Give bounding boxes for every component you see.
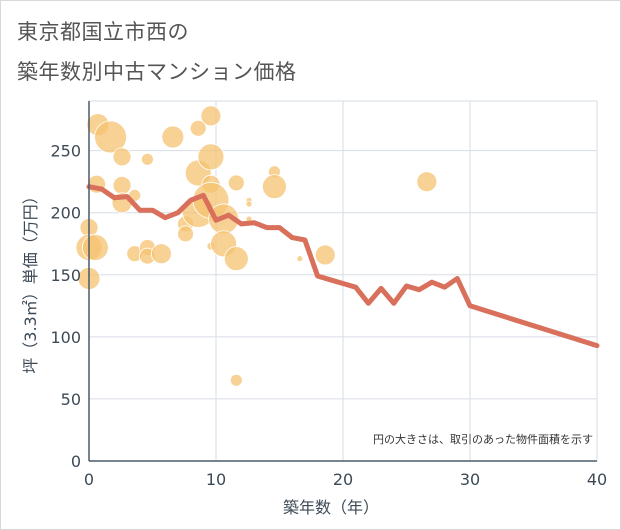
x-tick-label: 20 [333,470,353,489]
y-tick-label: 150 [50,266,81,285]
chart-title-line2: 築年数別中古マンション価格 [17,60,297,84]
y-tick-label: 200 [50,204,81,223]
bubble [112,147,132,167]
chart-title-line1: 東京都国立市西の [17,20,189,44]
average-price-line [86,184,600,349]
x-tick-label: 30 [460,470,480,489]
y-axis-title: 坪（3.3㎡）単価（万円） [21,188,40,373]
bubbles-layer [75,105,438,387]
y-tick-label: 50 [61,390,81,409]
bubble [112,176,132,195]
bubble [189,119,207,137]
bubble [150,243,172,265]
bubble-size-note: 円の大きさは、取引のあった物件面積を示す [373,432,593,446]
axis-labels: 0 50 100 150 200 250 0 10 20 30 40 築年数（年） 坪（3.3㎡）単価（… [21,142,607,517]
bubble [245,200,253,208]
x-tick-label: 40 [587,470,607,489]
bubble [161,125,185,149]
bubble [197,143,225,171]
x-tick-label: 10 [206,470,226,489]
y-tick-label: 100 [50,328,81,347]
bubble [177,225,194,243]
x-axis-title: 築年数（年） [283,498,379,517]
bubble [223,246,249,272]
bubble [141,152,154,166]
y-tick-label: 250 [50,142,81,161]
bubble [81,234,109,261]
bubble [416,171,438,193]
bubble [262,174,287,200]
bubble [94,120,127,154]
bubble [200,105,222,127]
bubble [296,255,304,263]
y-tick-label: 0 [71,452,81,471]
x-tick-label: 0 [84,470,94,489]
average-line-layer [86,184,600,349]
bubble [227,174,245,192]
bubble [229,373,243,387]
bubble [314,244,336,266]
axes [88,101,597,462]
